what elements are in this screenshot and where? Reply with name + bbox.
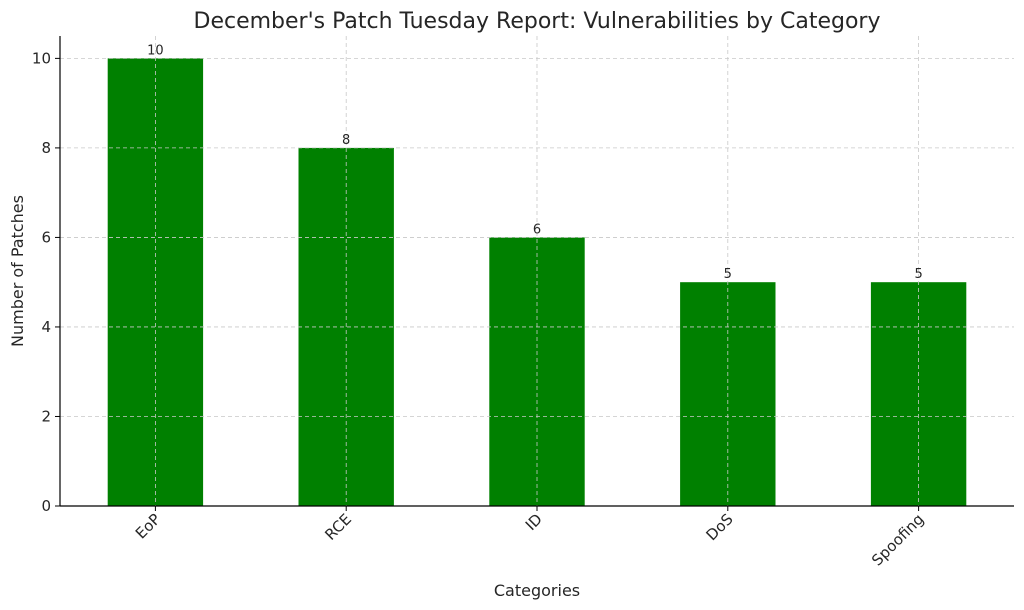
x-tick-label-spoofing: Spoofing [868,510,927,569]
y-tick-label: 0 [41,497,51,515]
y-tick-label: 2 [41,407,51,425]
y-axis-label: Number of Patches [8,195,27,347]
y-tick-label: 6 [41,228,51,246]
data-label-rce: 8 [342,133,350,148]
data-label-spoofing: 5 [914,267,922,282]
chart-title: December's Patch Tuesday Report: Vulnera… [194,9,881,34]
y-tick-label: 4 [41,318,51,336]
data-label-eop: 10 [147,43,164,58]
x-tick-label-id: ID [522,510,546,534]
data-label-id: 6 [533,222,541,237]
x-tick-label-eop: EoP [132,510,164,542]
x-tick-label-rce: RCE [321,510,355,544]
y-tick-label: 10 [32,49,51,67]
data-label-dos: 5 [724,267,732,282]
x-tick-label-dos: DoS [703,510,737,544]
axes [55,36,1014,511]
y-tick-label: 8 [41,139,51,157]
x-axis-label: Categories [494,581,580,600]
